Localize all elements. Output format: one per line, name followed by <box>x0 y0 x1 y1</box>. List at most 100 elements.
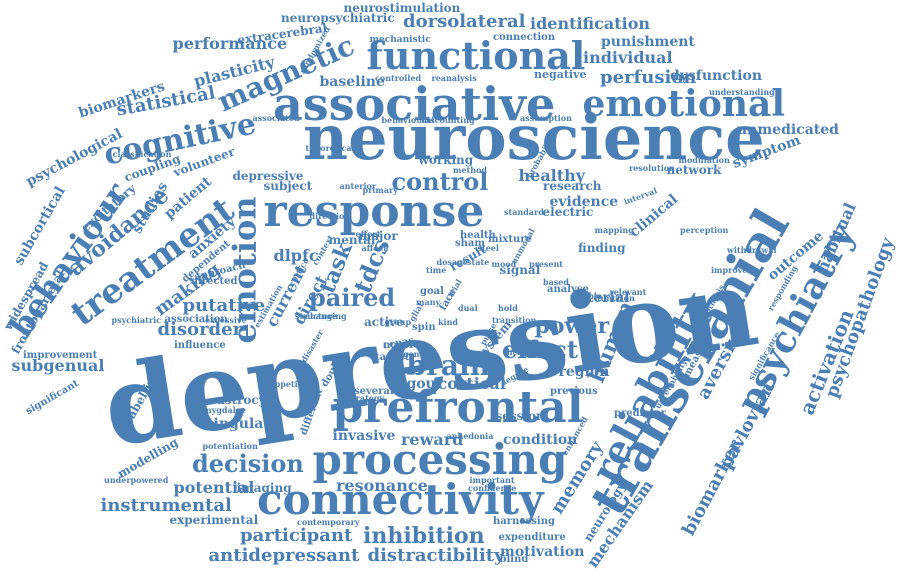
word-changing: changing <box>305 311 347 321</box>
word-influence: influence <box>174 340 226 351</box>
word-function: function <box>597 293 635 303</box>
word-power: power <box>534 313 610 339</box>
word-potential: potential <box>173 478 255 497</box>
word-condition: condition <box>503 432 578 448</box>
word-research: research <box>543 179 602 193</box>
word-interval: interval <box>621 185 658 207</box>
word-analyse: analyse <box>547 284 589 295</box>
word-motivation: motivation <box>500 544 585 560</box>
word-associated: associated <box>252 113 300 123</box>
word-neurostimulation: neurostimulation <box>343 1 461 15</box>
word-putative: putative <box>182 295 266 316</box>
word-mapping: mapping <box>594 225 634 235</box>
word-discounting: discounting <box>421 115 475 125</box>
word-connectivity: connectivity <box>257 475 544 524</box>
word-directed: directed <box>191 276 238 287</box>
word-understanding: understanding <box>709 87 775 97</box>
word-brain: brain <box>406 349 490 382</box>
word-significant: significant <box>23 377 81 418</box>
word-sample: sample <box>570 291 602 301</box>
word-goal: goal <box>420 286 444 297</box>
word-time: time <box>426 265 447 275</box>
word-sham: sham <box>455 238 485 249</box>
word-reanalysis: reanalysis <box>431 73 477 83</box>
word-dysfunction: dysfunction <box>670 68 763 84</box>
word-anterior: anterior <box>339 181 377 191</box>
word-punishment: punishment <box>601 34 695 50</box>
word-experimental: experimental <box>169 513 259 527</box>
word-anhedonia: anhedonia <box>446 431 494 441</box>
word-neuropsychiatric: neuropsychiatric <box>281 11 395 25</box>
word-working: working <box>418 153 474 167</box>
word-effort: effort <box>355 229 381 239</box>
word-target: target <box>375 352 410 363</box>
word-method: method <box>453 165 487 175</box>
word-mental: mental <box>328 233 376 247</box>
word-mixture: mixture <box>488 234 532 245</box>
word-distractibility: distractibility <box>367 545 505 566</box>
word-psychiatric: psychiatric <box>111 315 161 325</box>
word-direction: direction <box>309 211 351 221</box>
word-participant: participant <box>240 525 353 546</box>
word-improvement: improvement <box>23 350 98 361</box>
word-expenditure: expenditure <box>498 532 566 543</box>
word-behavioural: behavioural <box>381 115 435 125</box>
word-identification: identification <box>530 14 651 33</box>
word-active: active <box>364 315 404 329</box>
word-signal: signal <box>499 263 541 277</box>
word-major: major <box>358 229 398 243</box>
word-baseline: baseline <box>319 74 385 90</box>
word-finding: finding <box>578 241 626 255</box>
word-appetitive: appetitive <box>269 379 315 389</box>
word-underpowered: underpowered <box>104 475 169 485</box>
word-cingulate: cingulate <box>205 416 279 432</box>
word-state: state <box>467 257 490 267</box>
word-associative: associative <box>273 77 556 131</box>
word-affect: affect <box>361 243 387 253</box>
word-effect: effect <box>502 335 578 364</box>
word-predictor: predictor <box>614 408 667 419</box>
word-mood: mood <box>491 259 517 269</box>
word-unmedicated: unmedicated <box>737 122 839 138</box>
word-withdrawal: withdrawal <box>727 245 777 255</box>
word-potentiation: potentiation <box>202 441 258 451</box>
word-transition: transition <box>492 315 537 325</box>
word-depressive: depressive <box>232 169 304 183</box>
word-imaging: imaging <box>236 481 292 495</box>
word-strategy: strategy <box>347 393 385 403</box>
word-resonance: resonance <box>336 476 428 495</box>
word-performance: performance <box>172 34 288 53</box>
word-based: based <box>543 277 569 287</box>
word-individual: individual <box>583 48 673 67</box>
word-several: several <box>354 386 394 397</box>
word-inhibition: inhibition <box>363 523 485 549</box>
word-association: association <box>164 314 228 325</box>
word-theoretical: theoretical <box>305 143 355 153</box>
word-hold: hold <box>498 303 518 313</box>
word-improved: improved <box>711 265 753 275</box>
word-perfusion: perfusion <box>600 67 697 88</box>
word-dual: dual <box>458 303 478 313</box>
word-many: many <box>416 297 441 307</box>
word-subgenual: subgenual <box>11 356 105 375</box>
word-health: health <box>460 230 496 241</box>
word-decision: decision <box>192 449 304 478</box>
word-vigour: vigour <box>393 376 444 392</box>
word-previous: previous <box>550 386 598 397</box>
word-relevant: relevant <box>609 287 647 297</box>
word-present: present <box>529 259 564 269</box>
word-connection: connection <box>493 32 556 43</box>
word-mechanistic: mechanistic <box>369 34 431 45</box>
word-session: session <box>495 409 545 423</box>
word-spin: spin <box>412 322 436 333</box>
word-general: general <box>403 349 438 359</box>
word-response: response <box>263 186 485 237</box>
word-modulation: modulation <box>678 155 730 165</box>
word-disorder: disorder <box>157 319 243 340</box>
word-antidepressant: antidepressant <box>208 545 360 566</box>
word-kind: kind <box>438 317 458 327</box>
word-confidence: confidence <box>468 483 517 493</box>
word-resolution: resolution <box>629 163 675 173</box>
word-subject: subject <box>263 179 313 193</box>
